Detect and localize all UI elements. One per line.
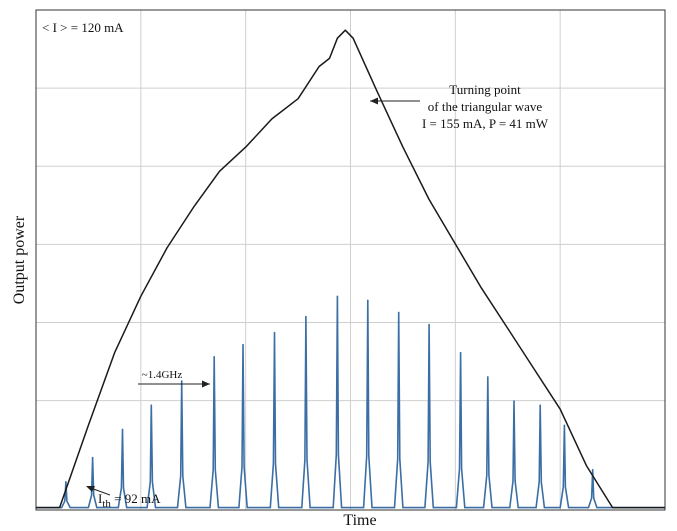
pulse-peak-point	[273, 331, 276, 334]
pulse-peak-point	[539, 404, 541, 407]
pulse-peak-point	[459, 351, 462, 354]
pulse-peak-point	[397, 311, 400, 314]
x-axis-label: Time	[343, 512, 376, 529]
pulse-peak-point	[213, 356, 215, 358]
threshold-symbol: I	[98, 491, 102, 506]
turning-point-line-2: of the triangular wave	[428, 99, 543, 114]
plot-frame	[35, 9, 666, 511]
pulse-peak-point	[305, 315, 307, 318]
spacing-arrow	[138, 380, 210, 388]
pulse-peak-point	[487, 376, 489, 378]
pulse-peak-point	[428, 323, 430, 326]
pulse-peak-point	[513, 400, 515, 402]
threshold-arrow	[86, 486, 111, 496]
envelope-line	[36, 29, 665, 509]
pulse-peak-point	[367, 299, 369, 302]
series-layer	[35, 29, 666, 509]
spacing-label: ~1.4GHz	[142, 369, 183, 381]
pulse-peak-point	[336, 295, 339, 298]
pulse-peak-point	[563, 424, 566, 427]
threshold-subscript: th	[102, 498, 111, 510]
turning-point-arrow	[370, 97, 420, 105]
turning-point-line-3: I = 155 mA, P = 41 mW	[422, 116, 549, 131]
pulse-peak-point	[591, 468, 594, 471]
pulse-peak-point	[65, 481, 67, 483]
pulse-peak-point	[180, 380, 183, 382]
turning-point-line-1: Turning point	[449, 82, 521, 97]
pulse-peak-point	[91, 456, 94, 459]
pulse-peak-point	[242, 343, 244, 346]
pulse-peak-point	[121, 428, 124, 431]
pulse-peak-point	[150, 404, 153, 407]
threshold-value: = 92 mA	[111, 491, 161, 506]
threshold-label: Ith = 92 mA	[98, 491, 161, 510]
mean-current-label: < I > = 120 mA	[42, 20, 124, 35]
grid-lines	[36, 10, 665, 510]
y-axis-label: Output power	[11, 215, 28, 304]
